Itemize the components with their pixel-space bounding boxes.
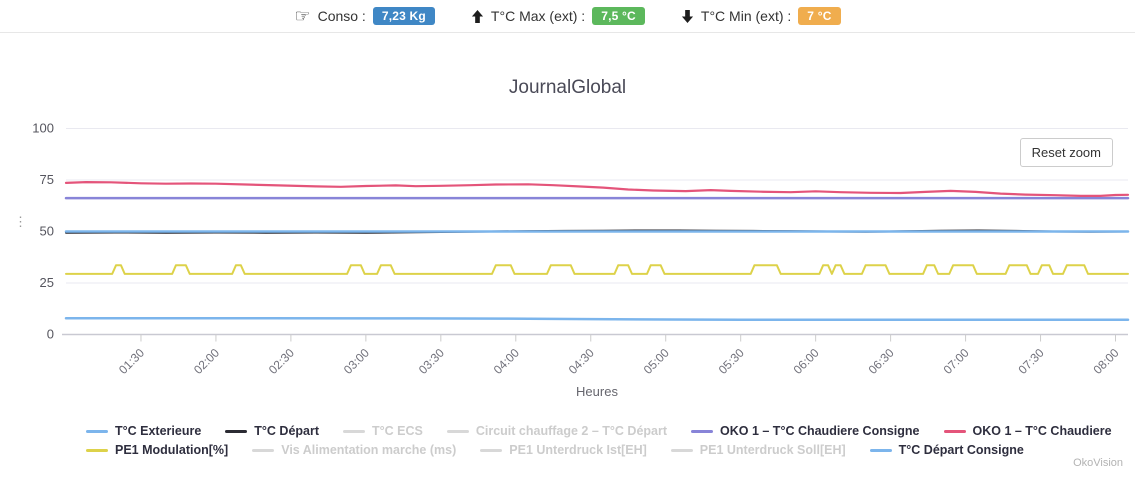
x-tick-label: 01:30 xyxy=(116,345,147,376)
legend-marker-icon xyxy=(86,429,108,433)
legend-marker-icon xyxy=(252,448,275,452)
series-line xyxy=(65,264,1129,275)
legend-item[interactable]: T°C Départ xyxy=(225,424,319,438)
chart-area: JournalGlobal Reset zoom ⋮ 0 25 50 75 100 01:… xyxy=(0,33,1135,480)
legend-label: Circuit chauffage 2 – T°C Départ xyxy=(475,424,668,438)
legend-marker-icon xyxy=(943,429,966,433)
legend-label: T°C Départ xyxy=(254,424,320,438)
arrow-down-icon xyxy=(681,9,694,24)
x-tick-label: 07:00 xyxy=(941,345,972,376)
chart-title: JournalGlobal xyxy=(508,77,627,98)
legend-label: Vis Alimentation marche (ms) xyxy=(281,443,457,457)
x-tick-label: 08:00 xyxy=(1090,345,1121,376)
legend-marker-icon xyxy=(480,448,503,452)
x-tick-label: 02:30 xyxy=(266,345,297,376)
reset-zoom-button[interactable]: Reset zoom xyxy=(1019,138,1113,167)
y-tick-label: 100 xyxy=(32,121,54,136)
x-tick-label: 06:30 xyxy=(866,345,897,376)
legend-item[interactable]: T°C ECS xyxy=(343,424,423,438)
arrow-up-icon xyxy=(471,9,484,24)
legend-marker-icon xyxy=(670,448,693,452)
legend-marker-icon xyxy=(225,429,248,433)
x-tick-label: 02:00 xyxy=(191,345,222,376)
y-tick-label: 0 xyxy=(47,327,54,342)
x-tick-label: 04:00 xyxy=(491,345,522,376)
legend-item[interactable]: Vis Alimentation marche (ms) xyxy=(252,443,456,457)
legend-item[interactable]: T°C Exterieure xyxy=(86,424,201,438)
legend-marker-icon xyxy=(869,448,892,452)
legend-item[interactable]: OKO 1 – T°C Chaudiere Consigne xyxy=(691,424,920,438)
x-axis-title: Heures xyxy=(576,384,618,399)
x-tick-label: 05:00 xyxy=(641,345,672,376)
legend-label: T°C ECS xyxy=(372,424,423,438)
watermark: OkoVision xyxy=(1073,457,1123,469)
conso-stat: ☞ Conso : 7,23 Kg xyxy=(294,6,435,26)
legend-row: PE1 Modulation[%] Vis Alimentation marche… xyxy=(86,443,1135,457)
y-tick-label: 50 xyxy=(40,224,54,239)
y-axis-handle-icon: ⋮ xyxy=(14,214,27,229)
hand-point-right-icon: ☞ xyxy=(294,6,311,26)
temp-max-stat: T°C Max (ext) : 7,5 °C xyxy=(471,7,645,25)
x-tick-label: 06:00 xyxy=(791,345,822,376)
legend-label: OKO 1 – T°C Chaudiere xyxy=(972,424,1112,438)
legend-item[interactable]: T°C Départ Consigne xyxy=(869,443,1024,457)
legend-label: OKO 1 – T°C Chaudiere Consigne xyxy=(720,424,920,438)
legend-marker-icon xyxy=(446,429,469,433)
legend-label: PE1 Unterdruck Soll[EH] xyxy=(699,443,846,457)
series-line xyxy=(64,316,1130,321)
x-tick-label: 07:30 xyxy=(1016,345,1047,376)
legend-label: T°C Départ Consigne xyxy=(898,443,1024,457)
legend-label: PE1 Modulation[%] xyxy=(115,443,229,457)
temp-max-label: T°C Max (ext) : xyxy=(490,8,586,24)
legend-item[interactable]: PE1 Unterdruck Ist[EH] xyxy=(480,443,647,457)
conso-label: Conso : xyxy=(317,8,366,24)
temp-min-stat: T°C Min (ext) : 7 °C xyxy=(681,7,841,25)
series-line xyxy=(64,181,1130,197)
legend-item[interactable]: OKO 1 – T°C Chaudiere xyxy=(943,424,1112,438)
temp-min-label: T°C Min (ext) : xyxy=(700,8,792,24)
y-tick-label: 25 xyxy=(40,275,54,290)
legend-row: T°C Exterieure T°C Départ T°C ECS Circuit c… xyxy=(86,424,1135,438)
temp-max-value-badge: 7,5 °C xyxy=(592,7,645,25)
y-tick-label: 75 xyxy=(40,172,54,187)
x-tick-label: 03:30 xyxy=(416,345,447,376)
chart-canvas[interactable]: 0 25 50 75 100 01:30 02:00 02:30 03:00 03:30 04:00… xyxy=(0,115,1135,410)
legend-marker-icon xyxy=(86,448,108,452)
temp-min-value-badge: 7 °C xyxy=(798,7,841,25)
legend-item[interactable]: Circuit chauffage 2 – T°C Départ xyxy=(446,424,668,438)
conso-value-badge: 7,23 Kg xyxy=(372,7,435,25)
legend-label: PE1 Unterdruck Ist[EH] xyxy=(509,443,647,457)
legend-item[interactable]: PE1 Unterdruck Soll[EH] xyxy=(670,443,846,457)
x-tick-label: 04:30 xyxy=(566,345,597,376)
legend-marker-icon xyxy=(691,429,714,433)
legend-item[interactable]: PE1 Modulation[%] xyxy=(86,443,228,457)
x-tick-label: 05:30 xyxy=(716,345,747,376)
x-tick-label: 03:00 xyxy=(341,345,372,376)
legend-marker-icon xyxy=(343,429,366,433)
legend-label: T°C Exterieure xyxy=(115,424,202,438)
chart-legend: T°C Exterieure T°C Départ T°C ECS Circuit c… xyxy=(86,424,1135,462)
summary-bar: ☞ Conso : 7,23 Kg T°C Max (ext) : 7,5 °C… xyxy=(0,0,1135,33)
